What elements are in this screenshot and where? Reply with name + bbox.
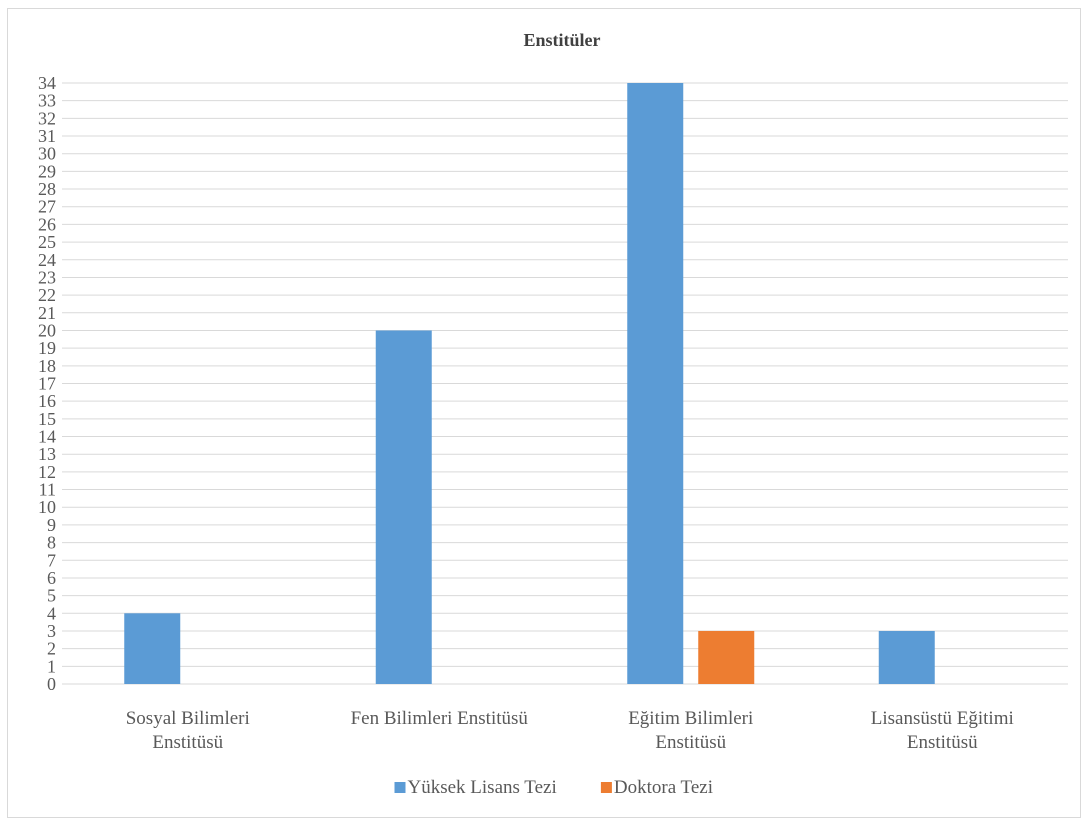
- y-tick-label: 11: [39, 480, 56, 500]
- x-axis-labels: Sosyal Bilimleri Enstitüsü Fen Bilimleri E…: [126, 708, 1014, 753]
- y-tick-label: 28: [38, 179, 56, 199]
- y-tick-label: 20: [38, 320, 56, 340]
- bars: [124, 83, 935, 684]
- y-tick-label: 2: [47, 639, 56, 659]
- x-tick-label: Eğitim Bilimleri Enstitüsü: [628, 708, 753, 753]
- y-tick-label: 4: [47, 603, 56, 623]
- y-tick-label: 33: [38, 91, 56, 111]
- y-tick-label: 24: [38, 250, 56, 270]
- y-tick-label: 0: [47, 674, 56, 694]
- y-tick-label: 19: [38, 338, 56, 358]
- legend: Yüksek Lisans Tezi Doktora Tezi: [394, 777, 713, 798]
- y-tick-label: 22: [38, 285, 56, 305]
- bar-yuksek-lisans: [375, 330, 432, 684]
- y-tick-label: 25: [38, 232, 56, 252]
- y-tick-label: 15: [38, 409, 56, 429]
- bar-yuksek-lisans: [627, 83, 684, 684]
- y-tick-label: 17: [38, 374, 56, 394]
- chart-title: Enstitüler: [523, 30, 600, 50]
- gridlines: [62, 82, 1068, 685]
- y-tick-label: 14: [38, 427, 56, 447]
- y-tick-label: 34: [38, 73, 56, 93]
- y-tick-label: 7: [47, 550, 56, 570]
- x-tick-label: Lisansüstü Eğitimi Enstitüsü: [871, 708, 1014, 753]
- y-tick-label: 9: [47, 515, 56, 535]
- y-tick-label: 29: [38, 161, 56, 181]
- x-tick-label: Sosyal Bilimleri Enstitüsü: [126, 708, 250, 753]
- y-tick-label: 1: [47, 656, 56, 676]
- y-tick-label: 31: [38, 126, 56, 146]
- y-tick-label: 27: [38, 197, 56, 217]
- legend-label: Yüksek Lisans Tezi: [408, 777, 557, 798]
- y-tick-label: 13: [38, 444, 56, 464]
- y-tick-label: 3: [47, 621, 56, 641]
- legend-swatch: [394, 782, 406, 793]
- y-tick-label: 5: [47, 586, 56, 606]
- legend-label: Doktora Tezi: [614, 777, 713, 798]
- bar-yuksek-lisans: [878, 630, 935, 684]
- bar-doktora: [698, 630, 755, 684]
- y-tick-label: 6: [47, 568, 56, 588]
- y-tick-label: 18: [38, 356, 56, 376]
- y-tick-label: 26: [38, 214, 56, 234]
- y-tick-label: 8: [47, 533, 56, 553]
- y-tick-label: 10: [38, 497, 56, 517]
- y-tick-label: 32: [38, 108, 56, 128]
- y-axis-ticks: 0123456789101112131415161718192021222324…: [38, 73, 56, 694]
- y-tick-label: 12: [38, 462, 56, 482]
- y-tick-label: 21: [38, 303, 56, 323]
- y-tick-label: 23: [38, 267, 56, 287]
- legend-swatch: [600, 782, 612, 793]
- x-tick-label: Fen Bilimleri Enstitüsü: [351, 708, 529, 729]
- y-tick-label: 16: [38, 391, 56, 411]
- y-tick-label: 30: [38, 144, 56, 164]
- bar-yuksek-lisans: [124, 613, 181, 684]
